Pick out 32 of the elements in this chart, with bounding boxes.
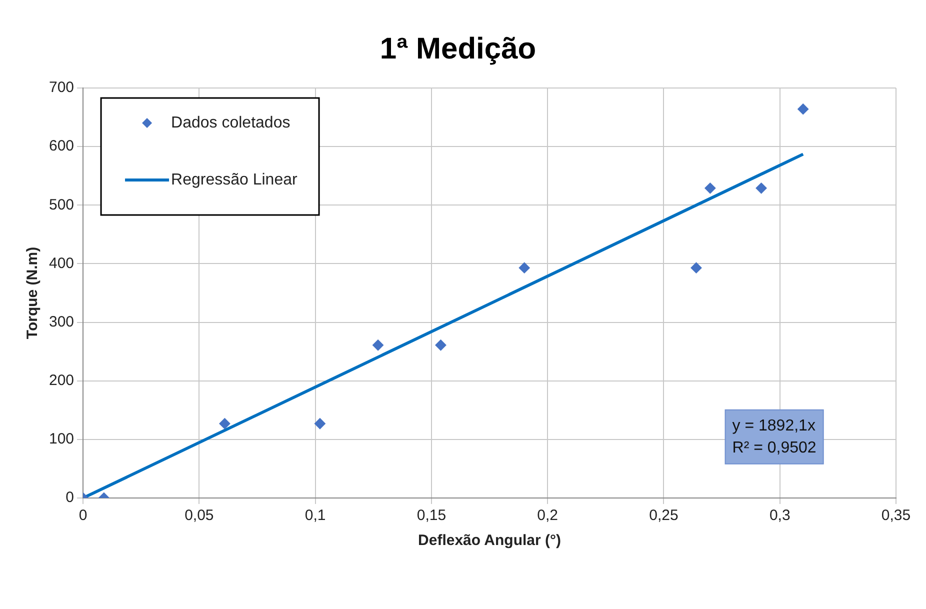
y-tick-label: 0 — [66, 489, 74, 506]
y-tick-label: 100 — [48, 430, 74, 448]
chart-title: 1ª Medição — [380, 32, 536, 66]
x-tick-label: 0 — [78, 507, 88, 524]
point — [798, 104, 809, 115]
point — [704, 182, 716, 194]
annotation: y = 1892,1x — [732, 417, 816, 434]
point — [518, 262, 530, 274]
y-tick-label: 400 — [48, 254, 74, 272]
point — [690, 262, 702, 274]
y-tick-label: 700 — [48, 79, 74, 96]
x-tick-label: 0,1 — [304, 507, 326, 524]
x-tick-label: 0,3 — [769, 507, 790, 524]
legend-label: Regressão Linear — [171, 171, 298, 188]
x-tick-label: 0,35 — [881, 507, 911, 524]
point — [219, 418, 230, 430]
x-tick-label: 0,2 — [537, 507, 558, 524]
y-tick-label: 300 — [48, 313, 74, 330]
y-tick-label: 600 — [48, 138, 74, 155]
x-tick-label: 0,05 — [184, 507, 214, 524]
x-tick-label: 0,25 — [649, 507, 678, 524]
x-axis-title: Deflexão Angular (°) — [418, 532, 561, 550]
y-tick-label: 200 — [48, 372, 74, 389]
point — [435, 340, 446, 351]
y-tick-label: 500 — [48, 196, 74, 214]
point — [756, 182, 767, 194]
annotation: R² = 0,9502 — [732, 439, 816, 456]
point — [314, 418, 326, 430]
point — [372, 340, 384, 351]
legend-label: Dados coletados — [171, 114, 290, 132]
y-axis-title: Torque (N.m) — [24, 246, 42, 340]
x-tick-label: 0,15 — [416, 507, 446, 524]
